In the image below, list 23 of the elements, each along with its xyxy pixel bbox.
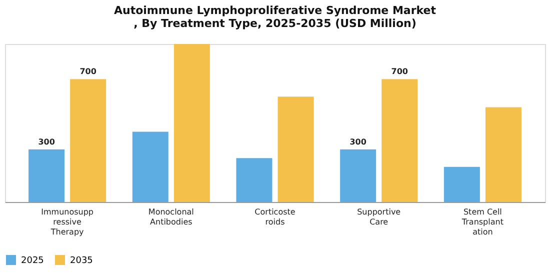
- bar: [340, 149, 376, 202]
- bar: [278, 96, 314, 202]
- bar: [174, 44, 210, 202]
- data-label: 300: [350, 137, 367, 146]
- bar: [132, 132, 168, 202]
- legend-label: 2035: [70, 256, 93, 266]
- data-label: 300: [38, 137, 56, 146]
- bar: [28, 149, 65, 202]
- x-tick-label: Monoclonal Antibodies: [148, 208, 194, 226]
- data-label: 700: [391, 67, 408, 76]
- bar: [444, 166, 480, 202]
- bar: [485, 107, 522, 202]
- text: , By Treatment Type, 2025-2035 (USD Million): [134, 17, 416, 30]
- x-tick-label: Immunosuppressive Therapy: [41, 208, 94, 236]
- bar: [236, 158, 272, 202]
- x-tick-label: Supportive Care: [357, 208, 401, 226]
- x-tick-label: Corticosteroids: [254, 208, 296, 226]
- legend-label: 2025: [21, 256, 44, 266]
- text: Autoimmune Lymphoproliferative Syndrome Market: [114, 4, 436, 17]
- bar: [70, 79, 106, 202]
- x-tick-label: Stem Cell Transplantation: [460, 208, 504, 236]
- data-label: 700: [80, 67, 97, 76]
- bar: [382, 79, 418, 202]
